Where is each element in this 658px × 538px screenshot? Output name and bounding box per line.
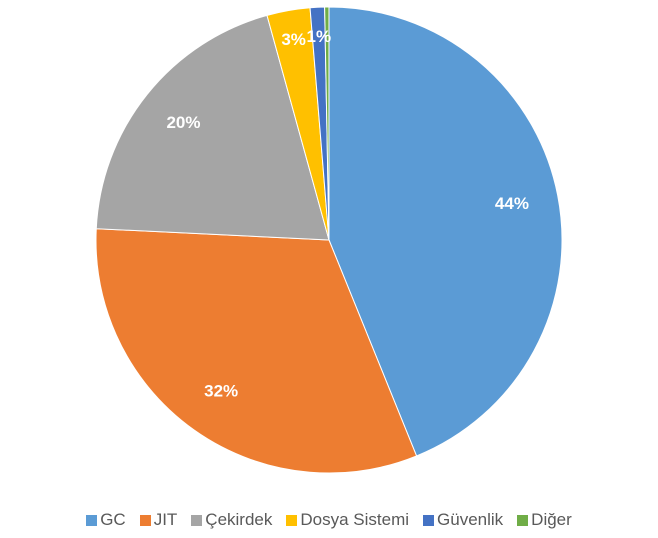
pie-slice [95,228,418,474]
legend-swatch [191,514,203,526]
pie-slice [95,14,330,241]
legend-item: JIT [139,510,178,530]
legend-label: Diğer [531,510,572,529]
pie-slice [324,6,330,241]
legend-item: Diğer [517,510,572,530]
pie: 44% 32% 20% 3% 1% [95,6,563,474]
data-label: 44% [495,194,529,213]
legend-swatch [286,514,298,526]
legend-swatch [86,514,98,526]
data-label: 20% [166,113,200,132]
data-label: 1% [307,27,332,46]
legend: GC JIT Çekirdek Dosya Sistemi Güvenlik Diğer [0,510,658,530]
legend-label: GC [100,510,126,529]
legend-item: Çekirdek [191,510,272,530]
legend-item: GC [86,510,126,530]
legend-label: JIT [153,510,178,529]
pie-slice [328,6,563,457]
legend-swatch [517,514,529,526]
legend-swatch [423,514,435,526]
legend-swatch [139,514,151,526]
legend-item: Güvenlik [423,510,503,530]
legend-label: Güvenlik [437,510,504,529]
legend-label: Dosya Sistemi [300,510,410,529]
legend-item: Dosya Sistemi [286,510,409,530]
data-label: 3% [281,30,306,49]
data-label: 32% [204,382,238,401]
legend-label: Çekirdek [205,510,273,529]
